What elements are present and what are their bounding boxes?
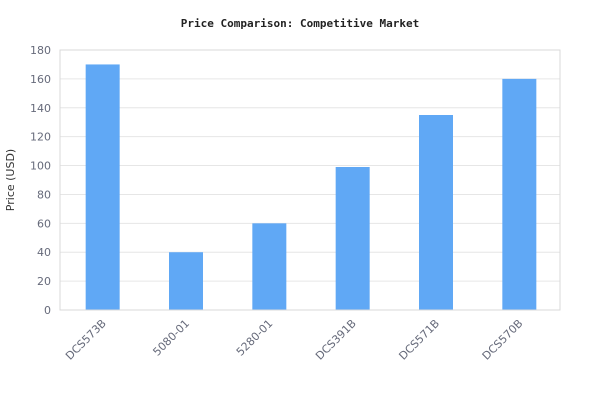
x-tick-label: DCS573B xyxy=(63,317,109,363)
y-tick-label: 0 xyxy=(44,304,51,317)
y-tick-label: 40 xyxy=(37,246,51,259)
x-tick-label: 5080-01 xyxy=(150,317,192,359)
bar-DCS571B xyxy=(419,115,453,310)
bars xyxy=(85,64,537,310)
chart-title: Price Comparison: Competitive Market xyxy=(181,17,419,30)
x-tick-label: 5280-01 xyxy=(234,317,276,359)
y-tick-label: 160 xyxy=(30,73,51,86)
y-tick-label: 100 xyxy=(30,160,51,173)
bar-5080-01 xyxy=(169,252,203,310)
y-tick-label: 60 xyxy=(37,217,51,230)
x-axis-ticks: DCS573B 5080-01 5280-01 DCS391B DCS571B DCS57… xyxy=(63,317,525,363)
y-axis-label: Price (USD) xyxy=(4,149,17,211)
y-tick-label: 140 xyxy=(30,102,51,115)
bar-DCS391B xyxy=(335,167,370,310)
x-tick-label: DCS391B xyxy=(313,317,359,363)
x-tick-label: DCS571B xyxy=(396,317,442,363)
gridlines xyxy=(60,49,560,311)
y-tick-label: 20 xyxy=(37,275,51,288)
bar-5280-01 xyxy=(252,223,287,310)
bar-DCS573B xyxy=(85,64,120,310)
y-tick-label: 120 xyxy=(30,131,51,144)
plot-frame xyxy=(59,49,561,311)
y-axis-ticks: 0 20 40 60 80 100 120 140 160 180 xyxy=(30,44,51,317)
bar-DCS570B xyxy=(502,78,537,310)
y-tick-label: 180 xyxy=(30,44,51,57)
x-tick-label: DCS570B xyxy=(480,317,526,363)
y-tick-label: 80 xyxy=(37,188,51,201)
